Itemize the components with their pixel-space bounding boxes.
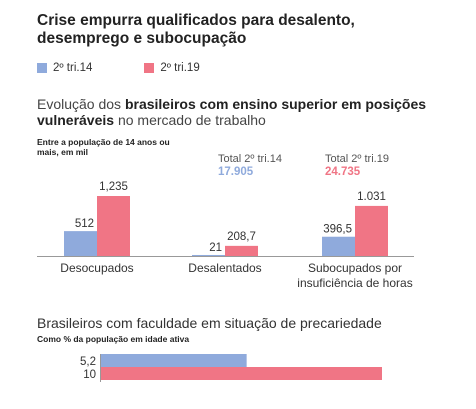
category-label-2-line1: insuficiência de horas bbox=[297, 276, 412, 290]
bar-tri19-2 bbox=[355, 205, 388, 256]
total-tri19-value: 24.735 bbox=[325, 166, 361, 178]
section1-subtitle-part1: Evolução dos bbox=[37, 96, 125, 112]
hbar-label-tri19: 10 bbox=[83, 369, 96, 381]
data-label-tri19-1: 208,7 bbox=[227, 231, 256, 243]
data-label-tri14-2: 396,5 bbox=[323, 224, 352, 236]
total-tri19-label: Total 2º tri.19 bbox=[325, 153, 389, 165]
legend-label-tri14: 2º tri.14 bbox=[53, 62, 93, 74]
hbar-tri14 bbox=[100, 354, 247, 367]
category-label-2-line0: Subocupados por bbox=[308, 261, 402, 275]
data-label-tri19-0: 1,235 bbox=[99, 181, 128, 193]
chart-title: Crise empurra qualificados para desalent… bbox=[37, 12, 355, 47]
legend-swatch-tri14 bbox=[37, 63, 47, 73]
total-tri14-value: 17.905 bbox=[218, 166, 254, 178]
section1-subtitle-part2: no mercado de trabalho bbox=[114, 112, 266, 128]
section1-subtitle-bold: brasileiros com ensino superior em posiç… bbox=[37, 96, 427, 128]
data-label-tri14-1: 21 bbox=[209, 242, 222, 254]
bar-tri14-0 bbox=[64, 231, 97, 256]
data-label-tri14-0: 512 bbox=[75, 218, 94, 230]
hbar-label-tri14: 5,2 bbox=[80, 356, 96, 368]
legend-item-tri19: 2º tri.19 bbox=[144, 62, 200, 74]
total-tri14: Total 2º tri.14 17.905 bbox=[218, 153, 282, 179]
category-label-0: Desocupados bbox=[60, 261, 133, 275]
legend: 2º tri.14 2º tri.19 bbox=[37, 60, 200, 76]
bar-tri19-0 bbox=[97, 196, 130, 256]
bar-tri14-2 bbox=[322, 236, 355, 256]
category-label-1: Desalentados bbox=[188, 261, 261, 275]
hbar-tri19 bbox=[100, 367, 382, 380]
total-tri14-label: Total 2º tri.14 bbox=[218, 153, 282, 165]
section2-subtitle: Brasileiros com faculdade em situação de… bbox=[37, 315, 382, 331]
section2-note: Como % da população em idade ativa bbox=[37, 334, 190, 344]
data-label-tri19-2: 1.031 bbox=[357, 191, 386, 203]
legend-label-tri19: 2º tri.19 bbox=[160, 62, 200, 74]
section1-note: Entre a população de 14 anos ou mais, em… bbox=[37, 137, 170, 157]
legend-item-tri14: 2º tri.14 bbox=[37, 62, 92, 74]
section1-subtitle: Evolução dos brasileiros com ensino supe… bbox=[37, 96, 457, 128]
legend-swatch-tri19 bbox=[144, 63, 155, 73]
bar-tri14-1 bbox=[192, 254, 225, 256]
total-tri19: Total 2º tri.19 24.735 bbox=[325, 153, 389, 179]
bar-tri19-1 bbox=[225, 245, 258, 256]
